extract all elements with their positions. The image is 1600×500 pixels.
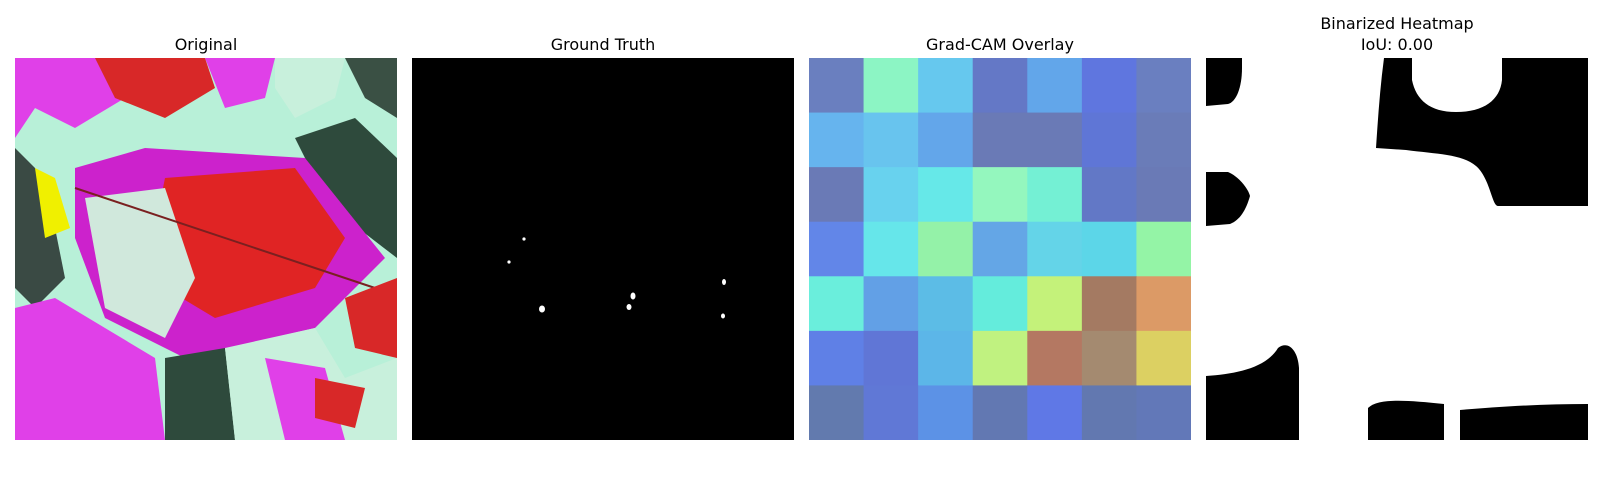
binarized-heatmap-label: Binarized Heatmap	[1320, 14, 1474, 33]
gradcam-cell-r4-c6	[1136, 276, 1191, 332]
original-title: Original	[174, 35, 238, 54]
gradcam-cell-r1-c0	[809, 112, 865, 168]
gradcam-cell-r3-c0	[809, 221, 865, 277]
gradcam-cell-r1-c2	[918, 112, 974, 168]
gradcam-cell-r4-c4	[1027, 276, 1083, 332]
gradcam-cell-r6-c1	[863, 385, 919, 440]
gradcam-cell-r5-c4	[1027, 330, 1083, 386]
gradcam-cell-r4-c1	[863, 276, 919, 332]
iou-score-label: IoU: 0.00	[1360, 35, 1434, 54]
gradcam-cell-r4-c2	[918, 276, 974, 332]
binarized-heatmap	[1206, 58, 1588, 440]
gradcam-cell-r4-c5	[1081, 276, 1137, 332]
gradcam-cell-r6-c6	[1136, 385, 1191, 440]
gradcam-cell-r2-c4	[1027, 167, 1083, 223]
gradcam-cell-r0-c1	[863, 58, 919, 114]
gradcam-cell-r0-c6	[1136, 58, 1191, 114]
gradcam-cell-r3-c4	[1027, 221, 1083, 277]
ground-truth-mask	[412, 58, 794, 440]
original-leaf-illustration	[15, 58, 397, 440]
gradcam-cell-r1-c1	[863, 112, 919, 168]
gradcam-cell-r2-c2	[918, 167, 974, 223]
gradcam-cell-r5-c2	[918, 330, 974, 386]
gradcam-cell-r4-c0	[809, 276, 865, 332]
gradcam-cell-r5-c5	[1081, 330, 1137, 386]
gradcam-cell-r3-c5	[1081, 221, 1137, 277]
gradcam-cell-r4-c3	[972, 276, 1028, 332]
gradcam-cell-r1-c6	[1136, 112, 1191, 168]
gradcam-cell-r2-c1	[863, 167, 919, 223]
original-image	[15, 58, 397, 440]
gradcam-cell-r1-c5	[1081, 112, 1137, 168]
gradcam-cell-r1-c4	[1027, 112, 1083, 168]
gradcam-cell-r5-c3	[972, 330, 1028, 386]
gradcam-cell-r5-c1	[863, 330, 919, 386]
gradcam-cell-r2-c3	[972, 167, 1028, 223]
gradcam-cell-r0-c2	[918, 58, 974, 114]
gradcam-cell-r0-c0	[809, 58, 865, 114]
gradcam-cell-r5-c6	[1136, 330, 1191, 386]
gradcam-cell-r3-c2	[918, 221, 974, 277]
gradcam-cell-r2-c5	[1081, 167, 1137, 223]
gradcam-cell-r3-c1	[863, 221, 919, 277]
binarized-heatmap-image	[1206, 58, 1588, 440]
gradcam-cell-r1-c3	[972, 112, 1028, 168]
gradcam-cell-r6-c0	[809, 385, 865, 440]
gradcam-overlay-title: Grad-CAM Overlay	[926, 35, 1074, 54]
ground-truth-title: Ground Truth	[550, 35, 656, 54]
gradcam-cell-r6-c5	[1081, 385, 1137, 440]
gradcam-cell-r2-c6	[1136, 167, 1191, 223]
gradcam-overlay	[809, 58, 1191, 440]
gradcam-cell-r6-c4	[1027, 385, 1083, 440]
gradcam-cell-r3-c6	[1136, 221, 1191, 277]
gradcam-heatmap-grid	[809, 58, 1191, 440]
gradcam-cell-r0-c5	[1081, 58, 1137, 114]
ground-truth-mask-image	[412, 58, 794, 440]
gradcam-cell-r3-c3	[972, 221, 1028, 277]
gradcam-cell-r0-c3	[972, 58, 1028, 114]
gradcam-cell-r5-c0	[809, 330, 865, 386]
gradcam-cell-r2-c0	[809, 167, 865, 223]
gradcam-cell-r6-c3	[972, 385, 1028, 440]
gradcam-cell-r0-c4	[1027, 58, 1083, 114]
binarized-heatmap-title: Binarized Heatmap IoU: 0.00	[1206, 13, 1588, 55]
gradcam-cell-r6-c2	[918, 385, 974, 440]
